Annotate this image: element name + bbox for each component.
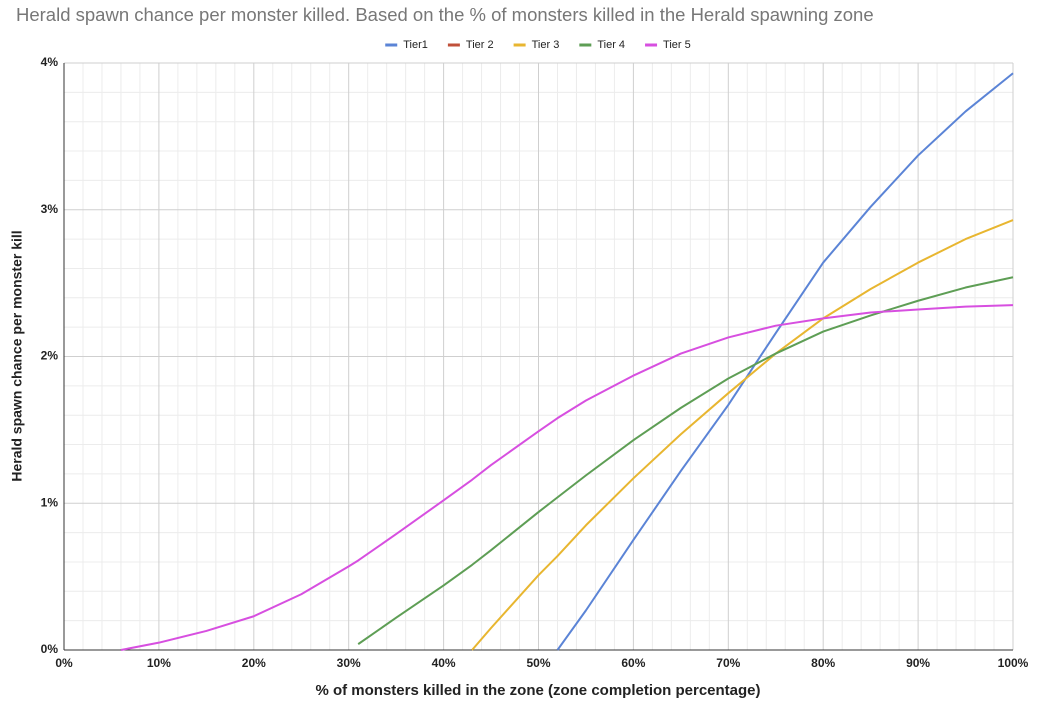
y-tick-label: 2%	[41, 349, 59, 363]
x-axis-label: % of monsters killed in the zone (zone c…	[315, 682, 760, 699]
y-tick-label: 0%	[41, 642, 59, 656]
legend-label: Tier 2	[466, 39, 494, 51]
x-tick-label: 40%	[432, 656, 456, 670]
x-tick-label: 60%	[621, 656, 645, 670]
y-tick-label: 3%	[41, 202, 59, 216]
series-line	[471, 219, 1014, 651]
x-tick-label: 90%	[906, 656, 930, 670]
y-tick-label: 4%	[41, 55, 59, 69]
series-line	[357, 276, 1014, 645]
legend-label: Tier 4	[597, 39, 625, 51]
legend-label: Tier 3	[532, 39, 560, 51]
x-tick-label: 100%	[998, 656, 1029, 670]
x-tick-label: 30%	[337, 656, 361, 670]
legend-label: Tier1	[403, 39, 428, 51]
grid	[63, 62, 1014, 651]
series-line	[120, 304, 1014, 651]
x-tick-label: 20%	[242, 656, 266, 670]
x-tick-label: 70%	[716, 656, 740, 670]
series-line	[556, 72, 1014, 651]
chart-title: Herald spawn chance per monster killed. …	[16, 4, 874, 25]
legend: Tier1 Tier 2 Tier 3 Tier 4 Tier 5	[385, 39, 691, 51]
y-tick-label: 1%	[41, 495, 59, 509]
x-tick-label: 80%	[811, 656, 835, 670]
y-axis-label: Herald spawn chance per monster kill	[9, 230, 25, 481]
x-tick-label: 10%	[147, 656, 171, 670]
x-tick-label: 0%	[55, 656, 73, 670]
x-tick-label: 50%	[526, 656, 550, 670]
legend-label: Tier 5	[663, 39, 691, 51]
